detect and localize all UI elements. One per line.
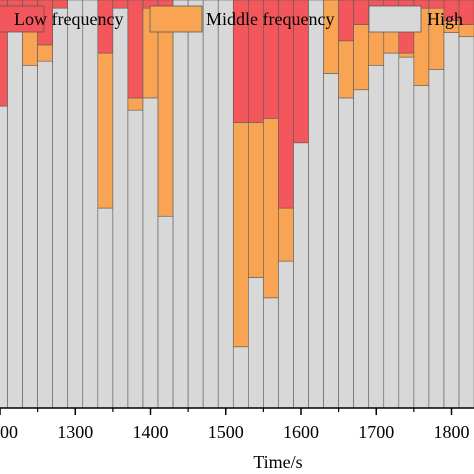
legend-label: Middle frequency (206, 9, 334, 29)
legend-swatch (149, 5, 203, 33)
bar-segment-middle-frequency (127, 97, 144, 111)
bar-segment-middle-frequency (398, 52, 415, 58)
x-tick-label: 1300 (57, 422, 93, 442)
bar-segment-middle-frequency (97, 52, 114, 209)
bar-segment-high (127, 109, 144, 409)
bar-segment-high (7, 20, 23, 409)
bar-segment-low-frequency (52, 0, 69, 9)
bar-segment-middle-frequency (37, 44, 53, 62)
bar-segment-high (428, 69, 445, 409)
bar-segment-middle-frequency (157, 11, 174, 217)
bar-segment-high (278, 260, 294, 409)
bar-segment-high (187, 0, 204, 409)
legend-label: Low frequency (14, 9, 123, 29)
bar-segment-low-frequency (338, 0, 354, 42)
x-tick-label: 1800 (434, 422, 470, 442)
bar-segment-high (22, 64, 38, 409)
bar-segment-middle-frequency (263, 118, 279, 299)
bar-segment-high (82, 0, 99, 409)
bar-segment-high (413, 85, 430, 409)
bar-segment-high (398, 56, 415, 409)
bar-segment-high (67, 0, 84, 409)
bar-segment-high (112, 7, 129, 409)
legend-swatch (368, 5, 422, 33)
bar-segment-high (52, 7, 69, 409)
x-tick-label: 1400 (133, 422, 169, 442)
bar-segment-low-frequency (112, 0, 129, 9)
bar-segment-high (232, 346, 249, 409)
bar-segment-middle-frequency (232, 122, 249, 348)
bar-segment-low-frequency (353, 0, 370, 25)
bar-segment-high (458, 36, 474, 409)
bars-group (0, 0, 474, 409)
bar-segment-high (323, 73, 339, 409)
bar-segment-high (97, 207, 114, 409)
legend-label: High (427, 9, 463, 29)
bar-segment-high (37, 60, 53, 409)
x-tick-label: 1700 (358, 422, 394, 442)
bar-segment-high (172, 0, 189, 409)
legend-swatch (0, 5, 45, 33)
bar-segment-middle-frequency (278, 207, 294, 262)
x-tick-label: 1600 (283, 422, 319, 442)
bar-segment-high (308, 0, 324, 409)
bar-segment-high (353, 89, 370, 409)
legend-item-high: High (368, 5, 463, 33)
bar-segment-middle-frequency (248, 122, 264, 278)
bar-segment-high (263, 297, 279, 409)
bar-segment-low-frequency (458, 0, 474, 25)
legend: Low frequency Middle frequency High (0, 5, 463, 33)
bar-segment-low-frequency (127, 0, 144, 99)
x-axis-title: Time/s (253, 452, 302, 472)
bar-segment-high (443, 32, 460, 409)
bar-segment-high (293, 142, 309, 409)
x-tick-label: 1200 (0, 422, 18, 442)
bar-segment-low-frequency (428, 0, 445, 9)
legend-item-middle-frequency: Middle frequency (149, 5, 334, 33)
bar-segment-middle-frequency (338, 40, 354, 99)
x-tick-label: 1500 (208, 422, 244, 442)
bar-segment-high (202, 0, 219, 409)
bar-segment-high (217, 0, 234, 409)
bar-segment-high (383, 52, 400, 409)
bar-segment-high (248, 277, 264, 409)
legend-item-low-frequency: Low frequency (0, 5, 123, 33)
bar-segment-high (157, 215, 174, 409)
bar-segment-middle-frequency (353, 24, 370, 91)
bar-segment-high (0, 105, 8, 409)
x-axis: 1200 1300 1400 1500 1600 1700 1800 (0, 407, 474, 442)
bar-segment-high (368, 64, 385, 409)
bar-segment-high (338, 97, 354, 409)
bar-segment-high (142, 97, 159, 409)
bar-segment-low-frequency (278, 0, 294, 209)
